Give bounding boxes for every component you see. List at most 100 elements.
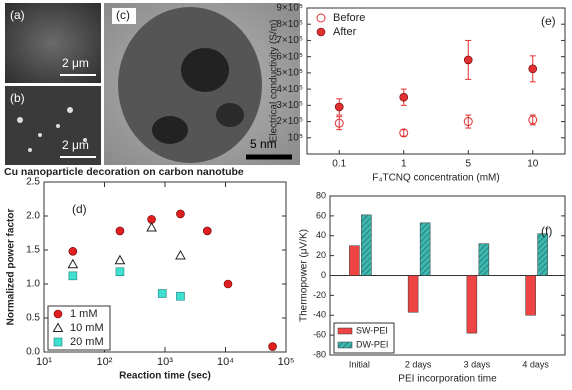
scale-text: 2 μm (62, 138, 89, 152)
marker (528, 64, 538, 74)
bar (537, 233, 548, 276)
legend-label: SW-PEI (356, 325, 388, 335)
bar (525, 275, 536, 316)
y-tick-label: 0 (321, 270, 326, 280)
marker (67, 258, 79, 269)
y-tick-label: 1.5 (26, 245, 40, 256)
y-tick-label: 2.5 (26, 177, 40, 188)
marker (68, 271, 78, 281)
y-tick-label: -80 (313, 349, 326, 359)
image-a: (a) 2 μm (5, 3, 101, 83)
chart-title: Cu nanoparticle decoration on carbon nan… (4, 166, 244, 178)
y-tick-label: 3×10⁵ (276, 100, 303, 111)
marker (68, 247, 78, 256)
legend-marker (52, 322, 64, 332)
y-tick-label: 10⁵ (288, 132, 303, 143)
plot-frame (306, 7, 566, 155)
marker (114, 254, 126, 265)
x-tick-label: 10² (97, 356, 113, 368)
x-tick-label: 10⁵ (278, 356, 295, 368)
image-c: (c) 5 nm (104, 3, 300, 165)
legend-label: After (333, 26, 357, 38)
image-label: (a) (10, 8, 25, 22)
marker (399, 128, 409, 138)
x-tick-label: 2 days (405, 359, 432, 369)
y-tick-label: 60 (316, 210, 326, 220)
marker (528, 115, 538, 125)
y-tick-label: 2.0 (26, 211, 40, 222)
y-tick-label: -20 (313, 290, 326, 300)
marker (399, 92, 409, 102)
marker (146, 222, 157, 232)
legend-marker (316, 27, 326, 37)
y-tick-label: 4×10⁵ (276, 84, 303, 95)
legend-marker (316, 13, 326, 23)
y-tick-label: 0.5 (26, 313, 40, 324)
y-tick-label: 20 (316, 250, 326, 260)
scale-text: 2 μm (62, 56, 89, 70)
legend-marker (53, 309, 63, 319)
y-tick-label: -40 (313, 310, 326, 320)
marker (115, 226, 125, 236)
image-b: (b) 2 μm (5, 86, 101, 165)
marker (223, 279, 233, 289)
x-tick-label: 10¹ (36, 356, 52, 368)
legend-marker (53, 337, 63, 347)
x-tick-label: 10³ (157, 356, 173, 368)
bar (419, 222, 431, 276)
y-tick-label: 0.0 (26, 347, 40, 358)
marker (334, 102, 344, 112)
bar (349, 245, 360, 276)
marker (176, 209, 185, 219)
legend-label: 20 mM (70, 336, 104, 348)
image-label: (b) (10, 91, 25, 105)
legend-swatch (337, 327, 353, 335)
bar (466, 275, 478, 334)
y-tick-label: 8×10⁵ (276, 19, 303, 30)
y-tick-label: 5×10⁵ (276, 68, 303, 79)
y-axis-label: Thermopower (μV/K) (299, 229, 310, 322)
bar (407, 275, 419, 313)
y-tick-label: 7×10⁵ (276, 35, 303, 46)
y-tick-label: 9×10⁵ (276, 3, 303, 14)
y-tick-label: -60 (313, 330, 326, 340)
marker (463, 55, 473, 65)
x-tick-label: 3 days (464, 359, 491, 369)
marker (175, 249, 186, 260)
x-tick-label: 5 (465, 159, 471, 170)
legend-label: 1 mM (70, 308, 98, 320)
y-axis-label: Normalized power factor (6, 209, 17, 326)
bar (361, 214, 372, 276)
x-tick-label: 10⁴ (217, 356, 234, 368)
marker (176, 291, 185, 301)
x-axis-label: Reaction time (sec) (119, 371, 211, 382)
x-tick-label: 10 (527, 159, 539, 170)
legend-label: DW-PEI (356, 339, 388, 349)
panel-label: (e) (541, 14, 556, 28)
y-tick-label: 40 (316, 230, 326, 240)
x-axis-label: PEI incorporation time (398, 374, 497, 385)
marker (115, 267, 125, 277)
y-axis-label: Electrical conductivity (S/m) (269, 20, 280, 143)
x-tick-label: 1 (401, 159, 407, 170)
marker (463, 117, 473, 127)
panel-label: (f) (541, 224, 552, 238)
marker (334, 118, 344, 128)
legend-label: Before (333, 12, 365, 24)
x-tick-label: 0.1 (332, 159, 346, 170)
y-tick-label: 80 (316, 190, 326, 200)
panel-label: (d) (72, 202, 87, 216)
x-tick-label: Initial (349, 359, 370, 369)
x-axis-label: F₄TCNQ concentration (mM) (372, 173, 499, 184)
marker (268, 342, 277, 351)
marker (157, 289, 167, 298)
marker (202, 226, 212, 236)
scale-text: 5 nm (250, 137, 277, 151)
y-tick-label: 1.0 (26, 279, 40, 290)
legend-swatch (337, 341, 353, 349)
image-label: (c) (116, 8, 130, 22)
x-tick-label: 4 days (522, 359, 549, 369)
bar (478, 243, 490, 276)
legend-label: 10 mM (70, 322, 104, 334)
